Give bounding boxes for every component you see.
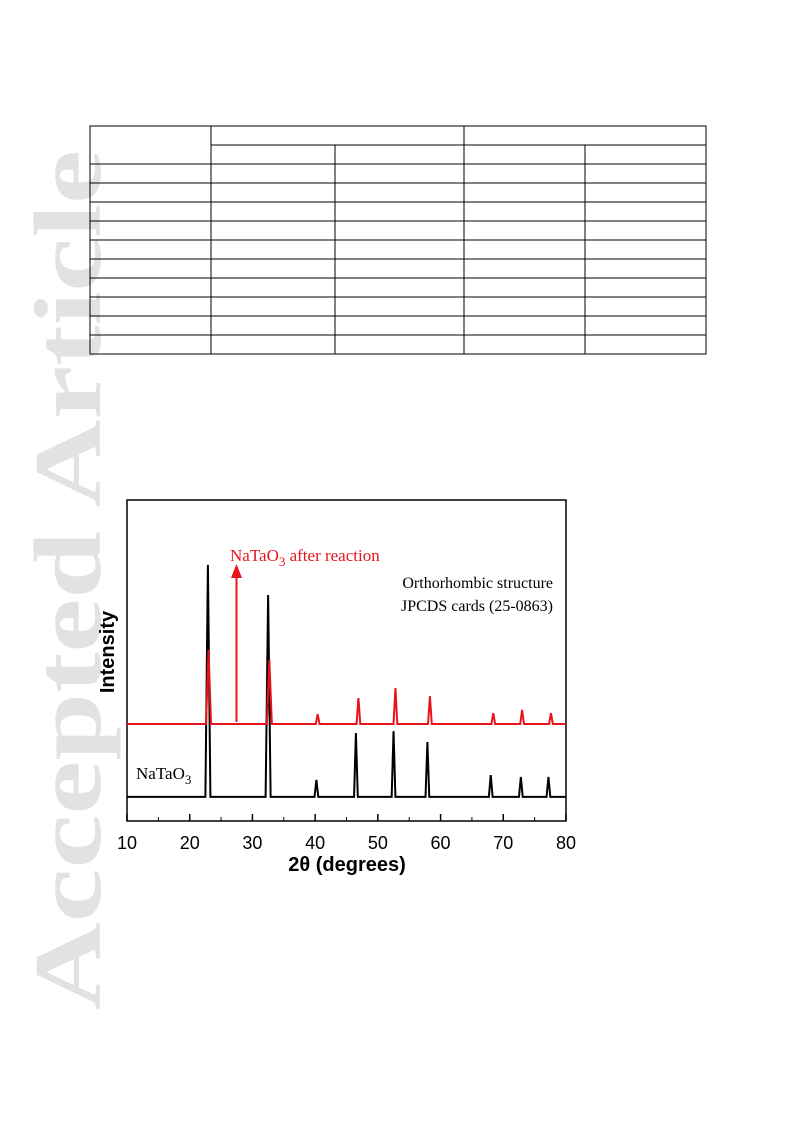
annotation-sub: 3 (279, 554, 286, 569)
annotation-sub: 3 (185, 772, 192, 787)
x-tick-label: 70 (493, 833, 513, 853)
annotation-part: NaTaO (230, 546, 279, 565)
annotation-reference: Orthorhombic structure (402, 575, 553, 592)
empty-table (89, 125, 707, 355)
x-tick-label: 50 (368, 833, 388, 853)
xrd-pattern (127, 649, 566, 726)
y-axis-label: Intensity (97, 610, 119, 693)
annotation-after: NaTaO3 after reaction (230, 546, 380, 569)
x-axis-label: 2θ (degrees) (288, 854, 406, 876)
watermark: Accepted Article (15, 150, 121, 1010)
x-tick-label: 10 (117, 833, 137, 853)
arrow-head (231, 564, 242, 578)
x-tick-label: 60 (431, 833, 451, 853)
annotation-fresh: NaTaO3 (136, 764, 191, 787)
xrd-pattern (127, 564, 566, 798)
annotation-part: after reaction (285, 546, 380, 565)
x-tick-label: 20 (180, 833, 200, 853)
annotation-reference: JPCDS cards (25-0863) (401, 598, 553, 615)
x-tick-label: 30 (242, 833, 262, 853)
x-tick-label: 80 (556, 833, 576, 853)
annotation-part: NaTaO (136, 764, 185, 783)
x-tick-label: 40 (305, 833, 325, 853)
xrd-chart: 2θ (degrees) Intensity NaTaO3 after reac… (97, 499, 576, 876)
